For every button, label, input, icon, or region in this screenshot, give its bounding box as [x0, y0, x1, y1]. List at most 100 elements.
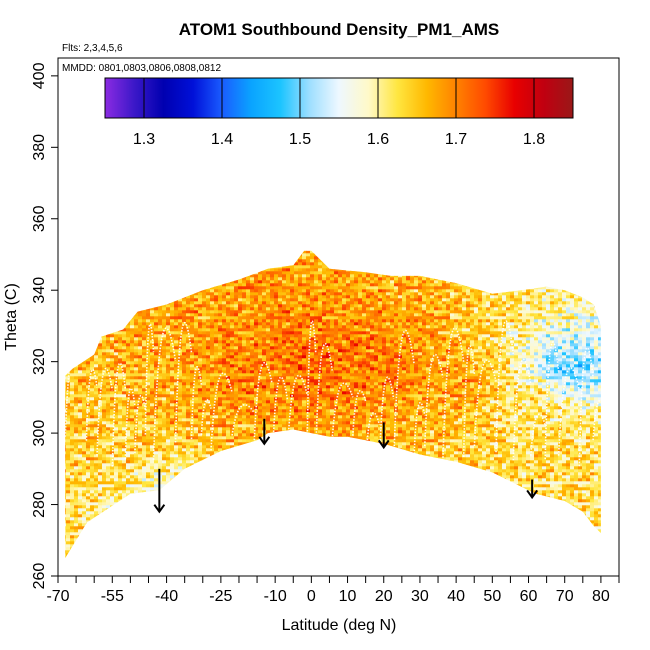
- heatmap-cell: [98, 412, 103, 416]
- heatmap-cell: [202, 343, 207, 347]
- heatmap-cell: [174, 376, 179, 380]
- heatmap-cell: [242, 250, 247, 254]
- heatmap-cell: [142, 544, 147, 548]
- heatmap-cell: [166, 436, 171, 440]
- heatmap-cell: [158, 286, 163, 290]
- heatmap-cell: [182, 538, 187, 542]
- heatmap-cell: [106, 337, 111, 341]
- heatmap-cell: [182, 553, 187, 557]
- heatmap-cell: [174, 331, 179, 335]
- heatmap-cell: [198, 325, 203, 329]
- heatmap-cell: [70, 373, 75, 377]
- heatmap-cell: [98, 439, 103, 443]
- heatmap-cell: [90, 307, 95, 311]
- heatmap-cell: [138, 514, 143, 518]
- heatmap-cell: [158, 382, 163, 386]
- heatmap-cell: [218, 466, 223, 470]
- heatmap-cell: [190, 298, 195, 302]
- heatmap-cell: [66, 250, 71, 254]
- heatmap-cell: [206, 337, 211, 341]
- heatmap-cell: [238, 352, 243, 356]
- heatmap-cell: [174, 289, 179, 293]
- heatmap-cell: [238, 250, 243, 254]
- heatmap-cell: [134, 475, 139, 479]
- heatmap-cell: [158, 397, 163, 401]
- heatmap-cell: [230, 460, 235, 464]
- heatmap-cell: [230, 325, 235, 329]
- heatmap-cell: [142, 382, 147, 386]
- heatmap-cell: [150, 331, 155, 335]
- heatmap-cell: [58, 526, 62, 529]
- heatmap-cell: [58, 508, 62, 511]
- heatmap-cell: [90, 514, 95, 518]
- heatmap-cell: [130, 316, 135, 320]
- heatmap-cell: [190, 385, 195, 389]
- heatmap-cell: [202, 340, 207, 344]
- heatmap-cell: [70, 487, 75, 491]
- heatmap-cell: [74, 262, 79, 266]
- heatmap-cell: [134, 442, 139, 446]
- heatmap-cell: [190, 274, 195, 278]
- heatmap-cell: [118, 454, 123, 458]
- heatmap-cell: [162, 388, 167, 392]
- heatmap-cell: [126, 247, 130, 250]
- heatmap-cell: [174, 562, 178, 565]
- heatmap-cell: [218, 343, 223, 347]
- heatmap-cell: [114, 382, 119, 386]
- heatmap-cell: [122, 568, 126, 571]
- heatmap-cell: [202, 436, 207, 440]
- heatmap-cell: [70, 433, 75, 437]
- heatmap-cell: [126, 292, 131, 296]
- heatmap-cell: [198, 394, 203, 398]
- heatmap-cell: [138, 532, 143, 536]
- heatmap-cell: [178, 289, 183, 293]
- heatmap-cell: [78, 520, 83, 524]
- heatmap-cell: [114, 490, 119, 494]
- heatmap-cell: [122, 301, 127, 305]
- heatmap-cell: [230, 463, 235, 467]
- heatmap-cell: [118, 460, 123, 464]
- heatmap-cell: [182, 520, 187, 524]
- heatmap-cell: [74, 319, 79, 323]
- heatmap-cell: [222, 343, 227, 347]
- heatmap-cell: [230, 409, 235, 413]
- heatmap-cell: [154, 274, 159, 278]
- heatmap-cell: [190, 532, 195, 536]
- heatmap-cell: [214, 346, 219, 350]
- heatmap-cell: [82, 421, 87, 425]
- heatmap-cell: [134, 568, 138, 571]
- heatmap-cell: [182, 328, 187, 332]
- heatmap-cell: [74, 496, 79, 500]
- heatmap-cell: [214, 538, 219, 542]
- heatmap-cell: [222, 322, 227, 326]
- heatmap-cell: [134, 343, 139, 347]
- heatmap-cell: [118, 562, 122, 565]
- heatmap-cell: [94, 547, 99, 551]
- heatmap-cell: [66, 259, 71, 263]
- heatmap-cell: [154, 526, 159, 530]
- heatmap-cell: [130, 337, 135, 341]
- heatmap-cell: [142, 340, 147, 344]
- heatmap-cell: [186, 265, 191, 269]
- heatmap-cell: [238, 517, 243, 521]
- heatmap-cell: [142, 436, 147, 440]
- heatmap-cell: [122, 394, 127, 398]
- heatmap-cell: [230, 481, 235, 485]
- heatmap-cell: [74, 481, 79, 485]
- heatmap-cell: [102, 448, 107, 452]
- heatmap-cell: [162, 373, 167, 377]
- heatmap-cell: [74, 394, 79, 398]
- heatmap-cell: [118, 409, 123, 413]
- heatmap-cell: [210, 307, 215, 311]
- heatmap-cell: [66, 427, 71, 431]
- heatmap-cell: [218, 265, 223, 269]
- heatmap-cell: [234, 550, 239, 554]
- heatmap-cell: [134, 325, 139, 329]
- heatmap-cell: [186, 382, 191, 386]
- heatmap-cell: [182, 319, 187, 323]
- heatmap-cell: [154, 562, 158, 565]
- heatmap-cell: [234, 418, 239, 422]
- heatmap-cell: [210, 292, 215, 296]
- heatmap-cell: [230, 487, 235, 491]
- heatmap-cell: [238, 535, 243, 539]
